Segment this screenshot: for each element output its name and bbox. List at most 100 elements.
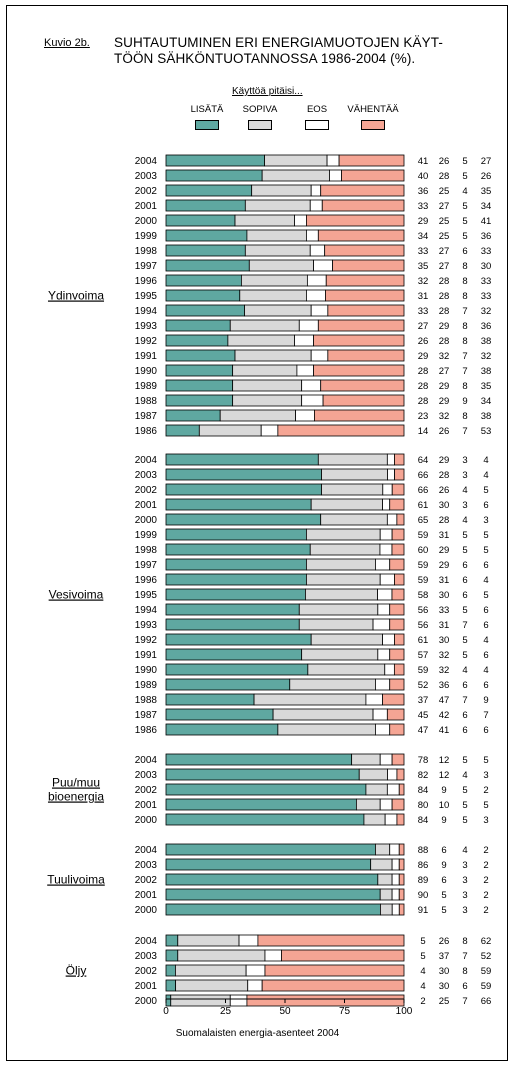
value-label-eos: 6 <box>462 575 467 586</box>
value-label-eos: 6 <box>462 560 467 571</box>
year-label: 1993 <box>135 321 158 332</box>
value-label-sopiva: 31 <box>439 530 450 541</box>
year-label: 2000 <box>135 996 158 1007</box>
year-label: 1999 <box>135 530 158 541</box>
value-label-vahentaa: 2 <box>483 890 488 901</box>
bar-segment-sopiva <box>375 843 391 856</box>
value-label-vahentaa: 7 <box>483 710 488 721</box>
bar-segment-vahentaa <box>394 468 405 481</box>
bar-segment-sopiva <box>310 633 383 646</box>
bar-segment-vahentaa <box>398 843 405 856</box>
year-label: 1991 <box>135 351 158 362</box>
bar-segment-sopiva <box>244 304 312 317</box>
bar-segment-sopiva <box>301 648 379 661</box>
value-label-vahentaa: 5 <box>483 800 488 811</box>
value-label-eos: 8 <box>462 936 467 947</box>
bar-segment-lisata <box>165 648 303 661</box>
bar-segment-eos <box>391 888 400 901</box>
value-label-vahentaa: 5 <box>483 530 488 541</box>
bar-segment-eos <box>386 513 398 526</box>
group-label: Tuulivoima <box>47 873 105 887</box>
value-label-lisata: 78 <box>418 755 429 766</box>
value-label-eos: 5 <box>462 530 467 541</box>
year-label: 2004 <box>135 455 158 466</box>
value-label-vahentaa: 5 <box>483 545 488 556</box>
value-label-lisata: 56 <box>418 620 429 631</box>
value-label-lisata: 2 <box>420 996 425 1007</box>
bar-segment-sopiva <box>239 289 307 302</box>
bar-segment-vahentaa <box>389 678 405 691</box>
bar-segment-vahentaa <box>391 588 405 601</box>
value-label-vahentaa: 27 <box>481 156 492 167</box>
bar-segment-eos <box>264 949 282 962</box>
value-label-lisata: 59 <box>418 560 429 571</box>
year-label: 2001 <box>135 981 158 992</box>
group-label: Öljy <box>66 964 87 978</box>
bar-segment-eos <box>309 244 326 257</box>
value-label-vahentaa: 35 <box>481 381 492 392</box>
legend-swatch-eos <box>305 120 329 130</box>
bar-segment-sopiva <box>321 483 384 496</box>
value-label-lisata: 35 <box>418 261 429 272</box>
bar-segment-sopiva <box>261 169 330 182</box>
value-label-vahentaa: 34 <box>481 396 492 407</box>
value-label-sopiva: 26 <box>439 156 450 167</box>
bar-segment-eos <box>306 289 326 302</box>
bar-segment-sopiva <box>363 813 386 826</box>
value-label-vahentaa: 9 <box>483 695 488 706</box>
bar-segment-lisata <box>165 394 234 407</box>
value-label-vahentaa: 36 <box>481 231 492 242</box>
bar-segment-lisata <box>165 274 242 287</box>
value-label-eos: 8 <box>462 381 467 392</box>
value-label-vahentaa: 3 <box>483 815 488 826</box>
value-label-lisata: 32 <box>418 276 429 287</box>
value-label-sopiva: 28 <box>439 276 450 287</box>
bar-segment-sopiva <box>306 573 381 586</box>
year-label: 1996 <box>135 575 158 586</box>
bar-segment-sopiva <box>377 873 393 886</box>
value-label-lisata: 33 <box>418 246 429 257</box>
bar-segment-sopiva <box>306 528 381 541</box>
bar-segment-lisata <box>165 633 312 646</box>
value-label-sopiva: 27 <box>439 261 450 272</box>
year-label: 1988 <box>135 396 158 407</box>
value-label-eos: 3 <box>462 470 467 481</box>
year-label: 2002 <box>135 186 158 197</box>
value-label-eos: 3 <box>462 455 467 466</box>
bar-segment-eos <box>377 603 391 616</box>
bar-segment-vahentaa <box>391 483 405 496</box>
value-label-lisata: 91 <box>418 905 429 916</box>
bar-segment-lisata <box>165 379 234 392</box>
value-label-lisata: 40 <box>418 171 429 182</box>
bar-segment-sopiva <box>307 663 386 676</box>
bar-segment-vahentaa <box>246 994 405 1007</box>
bar-segment-sopiva <box>232 379 303 392</box>
value-label-eos: 6 <box>462 710 467 721</box>
bar-segment-lisata <box>165 364 234 377</box>
value-label-vahentaa: 38 <box>481 336 492 347</box>
x-tick-label: 100 <box>396 1006 413 1017</box>
group-label: Vesivoima <box>49 588 104 602</box>
value-label-sopiva: 28 <box>439 291 450 302</box>
bar-segment-sopiva <box>234 214 295 227</box>
year-label: 2004 <box>135 156 158 167</box>
year-label: 1991 <box>135 650 158 661</box>
year-label: 1987 <box>135 710 158 721</box>
bar-segment-vahentaa <box>325 274 405 287</box>
bar-segment-lisata <box>165 169 263 182</box>
value-label-eos: 3 <box>462 890 467 901</box>
bar-segment-eos <box>238 934 259 947</box>
bar-segment-lisata <box>165 768 360 781</box>
bar-segment-sopiva <box>298 603 379 616</box>
year-label: 1995 <box>135 590 158 601</box>
value-label-sopiva: 26 <box>439 426 450 437</box>
bar-segment-lisata <box>165 618 300 631</box>
value-label-sopiva: 25 <box>439 231 450 242</box>
bar-segment-sopiva <box>175 964 247 977</box>
bar-segment-lisata <box>165 888 381 901</box>
value-label-vahentaa: 6 <box>483 560 488 571</box>
value-label-sopiva: 6 <box>441 875 446 886</box>
value-label-eos: 8 <box>462 261 467 272</box>
value-label-vahentaa: 59 <box>481 981 492 992</box>
value-label-eos: 5 <box>462 201 467 212</box>
